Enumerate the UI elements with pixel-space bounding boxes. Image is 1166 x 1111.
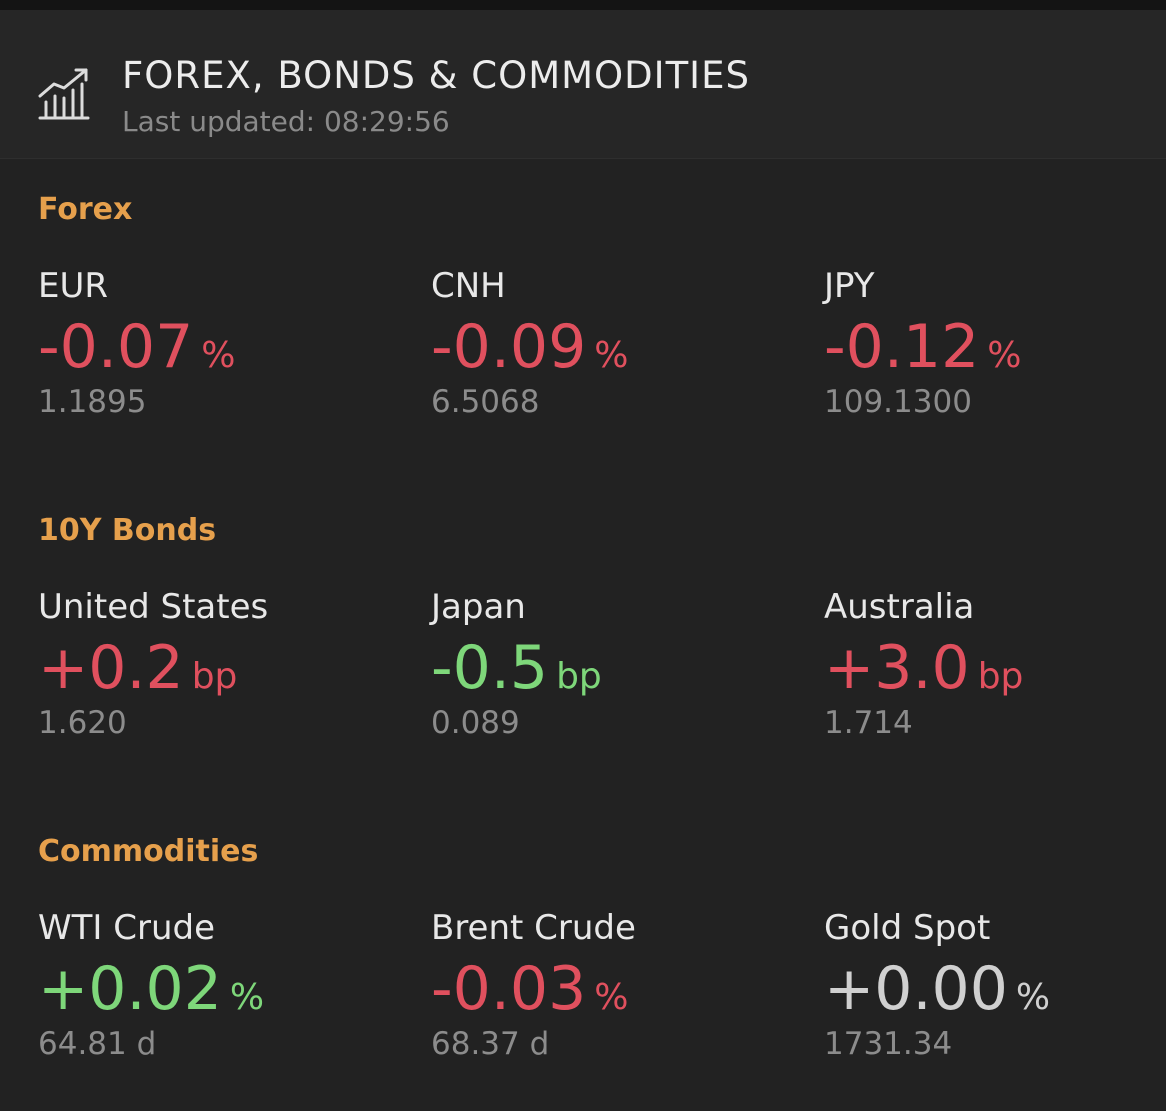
item-name: Gold Spot [824,908,991,948]
panel-header: FOREX, BONDS & COMMODITIES Last updated:… [0,10,1166,159]
market-item-australia[interactable]: Australia +3.0 bp 1.714 [824,587,1166,741]
item-name: EUR [38,266,108,306]
item-price: 1731.34 [824,1026,953,1062]
item-change: +0.00% [824,954,1051,1024]
item-name: Australia [824,587,975,627]
item-name: CNH [431,266,506,306]
item-name: WTI Crude [38,908,215,948]
item-change: +0.02% [38,954,265,1024]
item-change: +0.2 bp [38,633,238,703]
item-price: 1.620 [38,705,127,741]
market-content: Forex EUR -0.07% 1.1895 CNH -0.09% 6.506… [0,159,1166,1111]
item-price: 1.1895 [38,384,147,420]
page-title: FOREX, BONDS & COMMODITIES [122,54,750,97]
item-name: United States [38,587,269,627]
chart-growth-icon [38,68,90,120]
item-change: -0.07% [38,312,236,382]
market-item-cnh[interactable]: CNH -0.09% 6.5068 [431,266,811,420]
last-updated-label: Last updated: 08:29:56 [122,105,450,138]
market-item-brent-crude[interactable]: Brent Crude -0.03% 68.37 d [431,908,811,1062]
item-change: -0.12% [824,312,1022,382]
item-name: JPY [824,266,875,306]
item-price: 6.5068 [431,384,540,420]
item-name: Brent Crude [431,908,636,948]
item-change: -0.09% [431,312,629,382]
market-item-united-states[interactable]: United States +0.2 bp 1.620 [38,587,418,741]
market-item-japan[interactable]: Japan -0.5 bp 0.089 [431,587,811,741]
market-item-wti-crude[interactable]: WTI Crude +0.02% 64.81 d [38,908,418,1062]
market-item-gold-spot[interactable]: Gold Spot +0.00% 1731.34 [824,908,1166,1062]
item-change: -0.5 bp [431,633,602,703]
market-item-jpy[interactable]: JPY -0.12% 109.1300 [824,266,1166,420]
section-title: Forex [38,192,133,227]
item-name: Japan [431,587,526,627]
market-item-eur[interactable]: EUR -0.07% 1.1895 [38,266,418,420]
item-price: 109.1300 [824,384,972,420]
section-title: 10Y Bonds [38,513,217,548]
item-change: +3.0 bp [824,633,1024,703]
section-title: Commodities [38,834,259,869]
item-price: 0.089 [431,705,520,741]
item-price: 1.714 [824,705,913,741]
item-price: 64.81 d [38,1026,157,1062]
item-change: -0.03% [431,954,629,1024]
top-bar [0,0,1166,10]
item-price: 68.37 d [431,1026,550,1062]
